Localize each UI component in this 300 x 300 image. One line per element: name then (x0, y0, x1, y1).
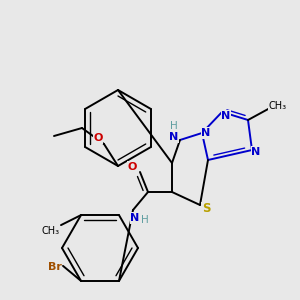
Text: O: O (127, 162, 137, 172)
Text: H: H (141, 215, 149, 225)
Text: N: N (169, 132, 178, 142)
Text: N: N (251, 147, 261, 157)
Text: N: N (201, 128, 211, 138)
Text: S: S (202, 202, 210, 215)
Text: O: O (93, 133, 103, 143)
Text: N: N (221, 111, 231, 121)
Text: CH₃: CH₃ (42, 226, 60, 236)
Text: Br: Br (48, 262, 62, 272)
Text: H: H (170, 121, 178, 131)
Text: N: N (130, 213, 140, 223)
Text: CH₃: CH₃ (269, 101, 287, 111)
